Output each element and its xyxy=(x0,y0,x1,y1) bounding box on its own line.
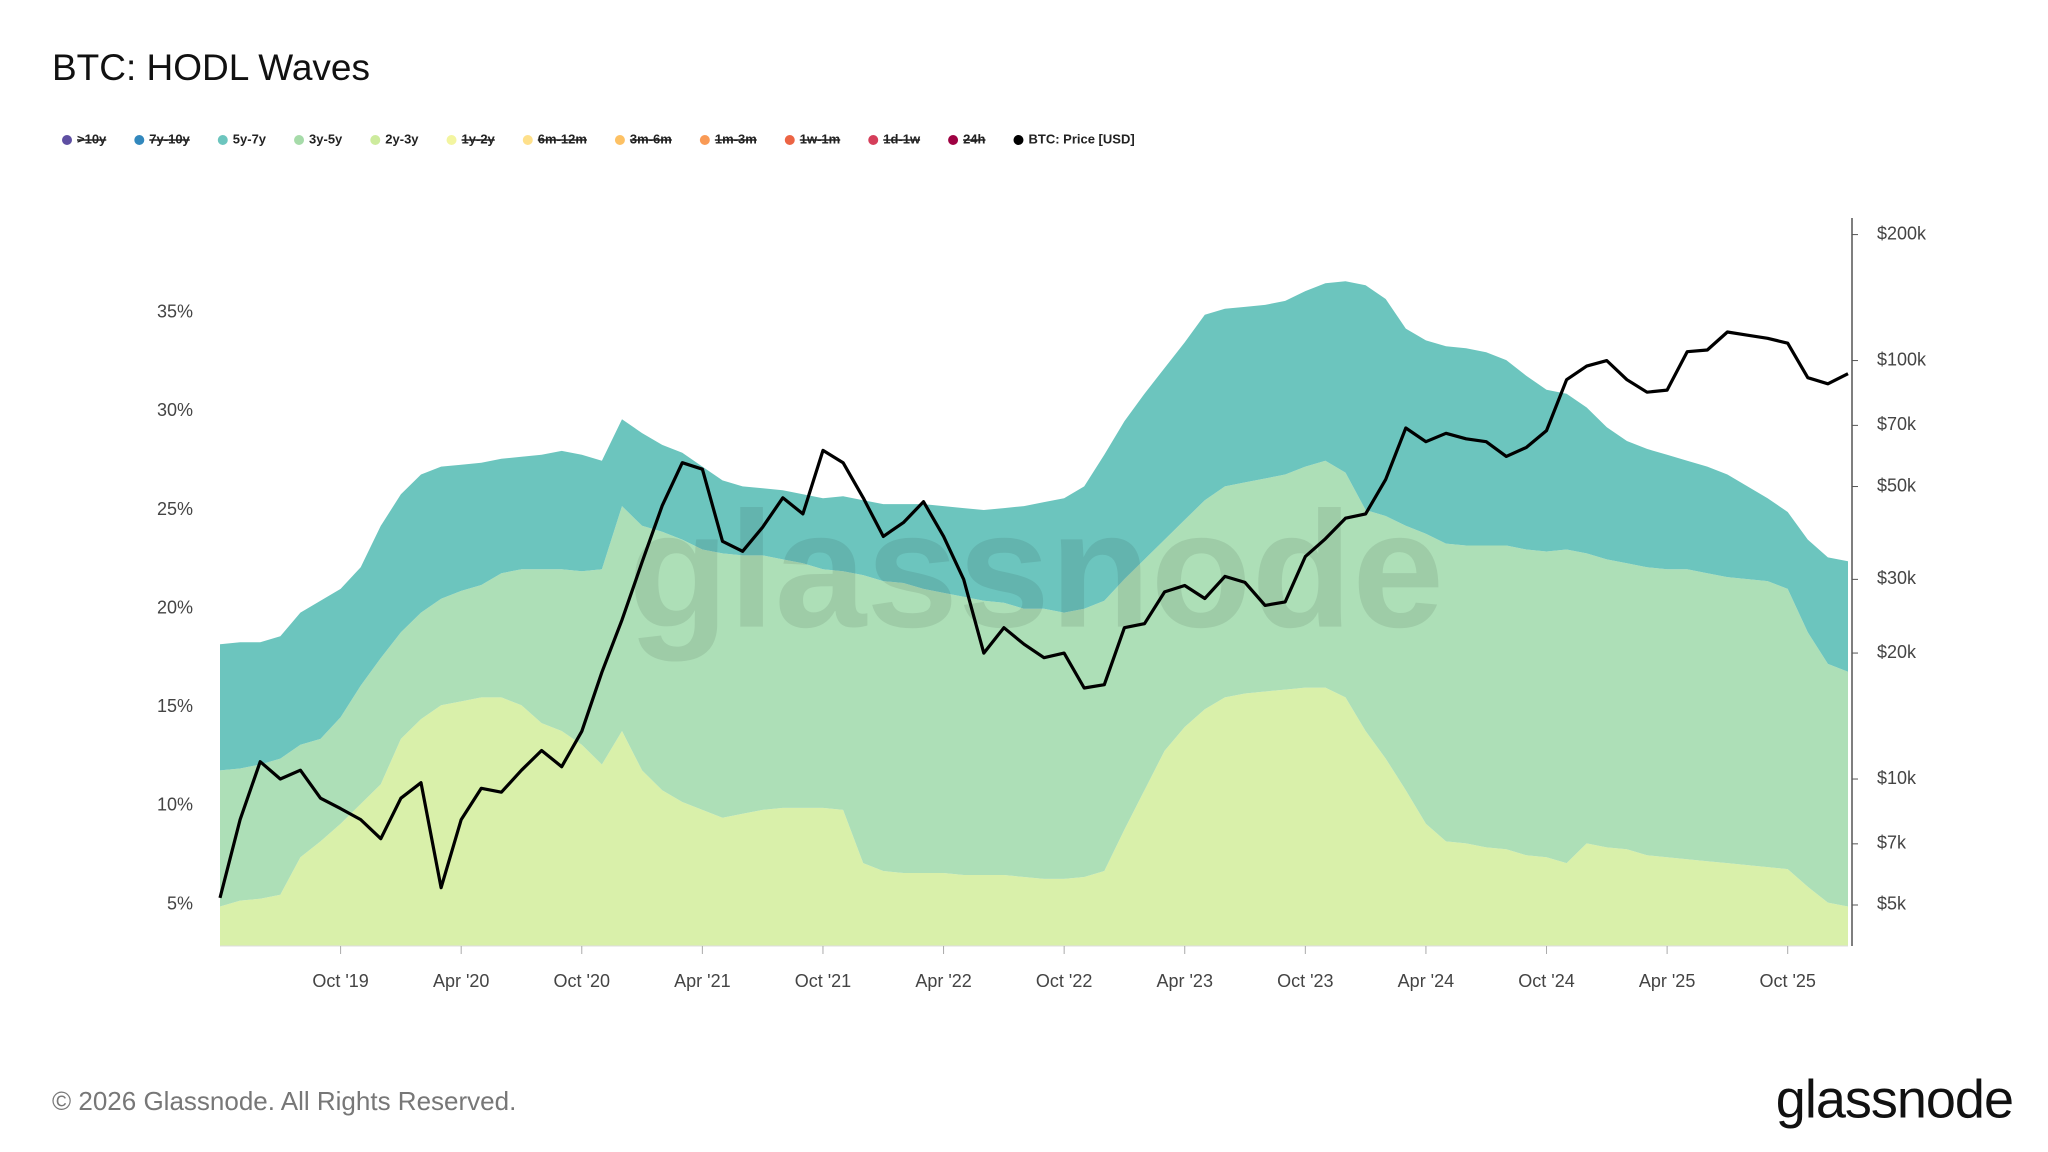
legend-label: BTC: Price [USD] xyxy=(1028,131,1134,146)
legend-item: 1y-2y xyxy=(446,131,496,146)
legend-item: 7y-10y xyxy=(134,131,191,146)
legend-label: 2y-3y xyxy=(385,131,419,146)
legend-item: 6m-12m xyxy=(522,131,587,146)
watermark: glassnode xyxy=(628,478,1444,662)
x-tick-label: Apr '21 xyxy=(674,971,730,991)
y-tick-label: 20% xyxy=(157,597,193,617)
chart-title: BTC: HODL Waves xyxy=(52,47,370,88)
legend-item: 2y-3y xyxy=(370,131,419,146)
x-tick-label: Oct '19 xyxy=(312,971,368,991)
y2-tick-label: $7k xyxy=(1877,833,1907,853)
legend-swatch xyxy=(522,135,533,145)
legend-item: 24h xyxy=(948,131,986,146)
x-tick-label: Oct '20 xyxy=(554,971,610,991)
y2-tick-label: $100k xyxy=(1877,349,1927,369)
x-tick-label: Oct '25 xyxy=(1759,971,1815,991)
legend-item: 3m-6m xyxy=(614,131,672,146)
legend-swatch xyxy=(134,135,145,145)
x-tick-label: Apr '25 xyxy=(1639,971,1695,991)
legend-item: 1d-1w xyxy=(868,131,921,146)
legend-item: BTC: Price [USD] xyxy=(1013,131,1135,146)
legend-label: >10y xyxy=(77,131,107,146)
y2-tick-label: $30k xyxy=(1877,568,1917,588)
y-tick-label: 5% xyxy=(167,893,193,913)
legend-swatch xyxy=(370,135,381,145)
legend-label: 6m-12m xyxy=(538,131,587,146)
y2-tick-label: $70k xyxy=(1877,414,1917,434)
x-tick-label: Apr '23 xyxy=(1156,971,1212,991)
legend-item: 5y-7y xyxy=(217,131,267,146)
x-tick-label: Apr '20 xyxy=(433,971,489,991)
x-tick-label: Oct '24 xyxy=(1518,971,1574,991)
legend-label: 3y-5y xyxy=(309,131,343,146)
legend-swatch xyxy=(868,135,879,145)
legend-label: 24h xyxy=(963,131,985,146)
logo: glassnode xyxy=(1776,1069,2013,1129)
area-2y-3y xyxy=(220,687,1848,946)
x-tick-label: Apr '24 xyxy=(1398,971,1454,991)
y2-tick-label: $200k xyxy=(1877,223,1927,243)
y2-tick-label: $5k xyxy=(1877,894,1907,914)
legend-label: 5y-7y xyxy=(233,131,267,146)
y2-tick-label: $20k xyxy=(1877,642,1917,662)
legend-label: 1y-2y xyxy=(462,131,496,146)
area-3y-5y xyxy=(220,460,1848,907)
footer: © 2026 Glassnode. All Rights Reserved. xyxy=(52,1086,516,1116)
legend-swatch xyxy=(294,135,305,145)
y2-tick-label: $10k xyxy=(1877,768,1917,788)
legend-label: 1w-1m xyxy=(800,131,840,146)
legend-label: 3m-6m xyxy=(630,131,672,146)
y-tick-label: 35% xyxy=(157,302,193,322)
legend-swatch xyxy=(1013,135,1024,145)
legend-label: 1d-1w xyxy=(883,131,921,146)
y-tick-label: 15% xyxy=(157,696,193,716)
y-tick-label: 10% xyxy=(157,795,193,815)
x-tick-label: Oct '23 xyxy=(1277,971,1333,991)
legend-item: 1w-1m xyxy=(784,131,841,146)
legend-swatch xyxy=(948,135,959,145)
y2-tick-label: $50k xyxy=(1877,475,1917,495)
legend-swatch xyxy=(614,135,625,145)
x-tick-label: Apr '22 xyxy=(915,971,971,991)
legend-label: 7y-10y xyxy=(149,131,190,146)
legend-swatch xyxy=(784,135,795,145)
legend-swatch xyxy=(217,135,228,145)
plot-area xyxy=(220,281,1848,946)
legend-item: 3y-5y xyxy=(294,131,343,146)
x-tick-label: Oct '21 xyxy=(795,971,851,991)
legend-swatch xyxy=(62,135,72,145)
area-5y-7y xyxy=(220,281,1848,771)
y-tick-label: 30% xyxy=(157,400,193,420)
x-tick-label: Oct '22 xyxy=(1036,971,1092,991)
legend-item: 1m-3m xyxy=(699,131,757,146)
legend-item: >10y xyxy=(62,131,107,146)
y-tick-label: 25% xyxy=(157,499,193,519)
legend-swatch xyxy=(446,135,457,145)
legend-label: 1m-3m xyxy=(715,131,757,146)
legend-swatch xyxy=(699,135,710,145)
price-line xyxy=(218,330,1849,899)
